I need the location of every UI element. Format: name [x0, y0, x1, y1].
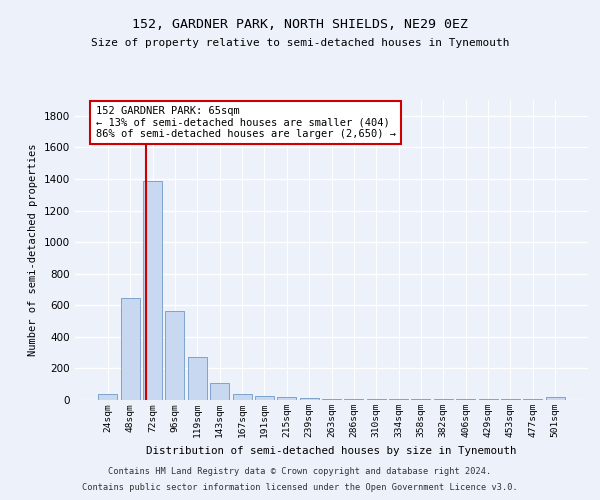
Bar: [479, 399, 497, 400]
Bar: [344, 399, 364, 400]
Bar: [210, 382, 229, 400]
Bar: [255, 396, 274, 400]
Bar: [233, 394, 251, 400]
Text: Contains public sector information licensed under the Open Government Licence v3: Contains public sector information licen…: [82, 484, 518, 492]
Bar: [456, 399, 475, 400]
Bar: [143, 182, 162, 400]
Text: Size of property relative to semi-detached houses in Tynemouth: Size of property relative to semi-detach…: [91, 38, 509, 48]
Bar: [523, 399, 542, 400]
Text: 152, GARDNER PARK, NORTH SHIELDS, NE29 0EZ: 152, GARDNER PARK, NORTH SHIELDS, NE29 0…: [132, 18, 468, 30]
Bar: [322, 399, 341, 400]
Bar: [188, 358, 207, 400]
Text: 152 GARDNER PARK: 65sqm
← 13% of semi-detached houses are smaller (404)
86% of s: 152 GARDNER PARK: 65sqm ← 13% of semi-de…: [95, 106, 395, 139]
Bar: [367, 399, 386, 400]
Y-axis label: Number of semi-detached properties: Number of semi-detached properties: [28, 144, 38, 356]
Bar: [545, 397, 565, 400]
Bar: [501, 399, 520, 400]
Bar: [121, 298, 140, 400]
Bar: [389, 399, 408, 400]
Bar: [166, 311, 184, 400]
Bar: [434, 399, 453, 400]
Bar: [412, 399, 430, 400]
Bar: [299, 398, 319, 400]
Text: Contains HM Land Registry data © Crown copyright and database right 2024.: Contains HM Land Registry data © Crown c…: [109, 467, 491, 476]
X-axis label: Distribution of semi-detached houses by size in Tynemouth: Distribution of semi-detached houses by …: [146, 446, 517, 456]
Bar: [277, 396, 296, 400]
Bar: [98, 394, 118, 400]
